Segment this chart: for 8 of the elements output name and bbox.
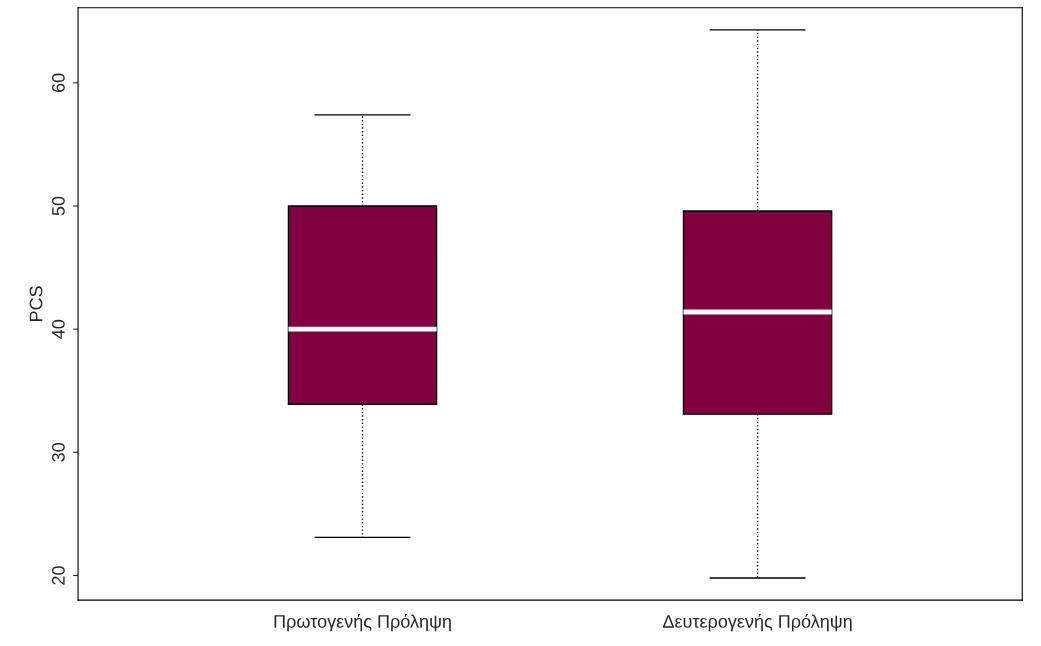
y-tick-label: 40 — [52, 319, 65, 339]
y-axis-title: PCS — [29, 286, 43, 322]
x-tick-label: Πρωτογενής Πρόληψη — [274, 614, 451, 632]
y-tick-label: 50 — [52, 196, 65, 216]
x-tick-label: Δευτερογενής Πρόληψη — [662, 614, 852, 632]
y-tick-label: 60 — [52, 73, 65, 92]
y-tick-label: 20 — [52, 566, 65, 585]
y-tick-label: 30 — [52, 443, 65, 462]
